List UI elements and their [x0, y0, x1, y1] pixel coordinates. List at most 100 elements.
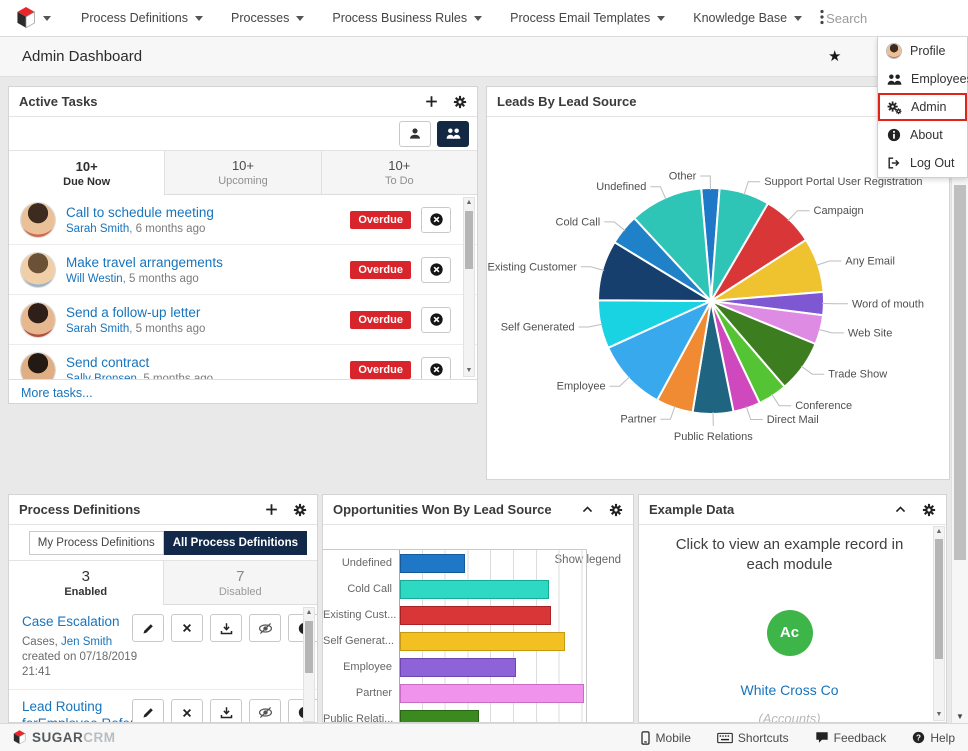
task-tab-to-do[interactable]: 10+ To Do [320, 151, 477, 195]
tab-count: 7 [236, 567, 245, 585]
bar-track [399, 602, 587, 628]
toggle-my-process-definitions[interactable]: My Process Definitions [28, 530, 164, 555]
bar-self-generat-[interactable] [400, 631, 566, 651]
bar-public-relati-[interactable] [400, 709, 480, 722]
example-data-panel: Example Data Click to view an example re… [638, 494, 947, 723]
more-tasks-link[interactable]: More tasks... [9, 379, 477, 406]
record-name-link[interactable]: White Cross Co [740, 681, 839, 698]
export-button[interactable] [210, 698, 242, 722]
page-scrollbar[interactable]: ▼ [951, 37, 968, 723]
gear-icon[interactable] [293, 503, 307, 517]
task-avatar [21, 352, 55, 379]
delete-button[interactable] [171, 698, 203, 722]
task-user-link[interactable]: Will Westin [66, 272, 123, 285]
nav-right: 0 [824, 2, 968, 35]
nav-menu-process-business-rules[interactable]: Process Business Rules [332, 11, 483, 25]
add-dashlet-icon[interactable] [265, 503, 278, 516]
scroll-up-icon[interactable]: ▲ [305, 609, 313, 616]
bar-cold-call[interactable] [400, 579, 549, 599]
export-button[interactable] [210, 614, 242, 642]
footer-link-mobile[interactable]: Mobile [640, 731, 691, 745]
gear-icon[interactable] [609, 503, 623, 517]
gear-icon[interactable] [453, 95, 467, 109]
pd-tab-enabled[interactable]: 3 Enabled [9, 561, 163, 605]
task-tab-upcoming[interactable]: 10+ Upcoming [164, 151, 321, 195]
dismiss-task-button[interactable] [421, 256, 451, 283]
scroll-up-icon[interactable]: ▲ [465, 199, 473, 206]
nav-menu-process-definitions[interactable]: Process Definitions [81, 11, 203, 25]
task-user-link[interactable]: Sally Bronsen [66, 372, 137, 380]
search-input[interactable] [824, 9, 949, 27]
nav-menu-knowledge-base[interactable]: Knowledge Base [693, 11, 803, 25]
pie-callout-label: Any Email [845, 256, 895, 268]
task-user-link[interactable]: Sarah Smith [66, 322, 130, 335]
task-list-scrollbar[interactable]: ▲ ▼ [463, 197, 475, 377]
dismiss-task-button[interactable] [421, 206, 451, 233]
hide-button[interactable] [249, 698, 281, 722]
tab-count: 10+ [75, 158, 98, 174]
leads-panel-header: Leads By Lead Source [487, 87, 949, 117]
overdue-badge: Overdue [350, 310, 411, 329]
hide-button[interactable] [249, 614, 281, 642]
user-menu-item-about[interactable]: About [878, 121, 967, 149]
chevron-down-icon [43, 15, 51, 21]
bar-employee[interactable] [400, 657, 517, 677]
bar-undefined[interactable] [400, 553, 466, 573]
edit-button[interactable] [132, 614, 164, 642]
my-tasks-toggle[interactable] [399, 120, 431, 147]
footer-link-shortcuts[interactable]: Shortcuts [717, 731, 789, 745]
nav-menu-label: Knowledge Base [693, 11, 788, 25]
active-tasks-title: Active Tasks [19, 94, 98, 109]
gear-icon[interactable] [922, 503, 936, 517]
scroll-down-icon[interactable]: ▼ [935, 711, 943, 718]
scroll-down-icon[interactable]: ▼ [956, 712, 964, 721]
user-menu-item-admin[interactable]: Admin [878, 93, 967, 121]
scroll-down-icon[interactable]: ▼ [465, 367, 473, 374]
scroll-up-icon[interactable]: ▲ [935, 528, 943, 535]
footer-link-feedback[interactable]: Feedback [815, 731, 886, 745]
example-data-scrollbar[interactable]: ▲ ▼ [933, 526, 945, 721]
task-user-link[interactable]: Sarah Smith [66, 222, 130, 235]
pd-tab-disabled[interactable]: 7 Disabled [162, 561, 317, 605]
logout-icon [887, 156, 901, 170]
chevron-down-icon [296, 15, 305, 21]
task-title-link[interactable]: Make travel arrangements [66, 254, 223, 270]
pie-callout-label: Cold Call [556, 216, 601, 228]
tasks-toolbar [9, 117, 477, 151]
user-menu-item-employees[interactable]: Employees [878, 65, 968, 93]
collapse-chevron-icon[interactable] [894, 503, 907, 516]
nav-menu-processes[interactable]: Processes [231, 11, 305, 25]
nav-menu-label: Processes [231, 11, 290, 25]
menu-item-label: Admin [911, 100, 947, 114]
process-name-link[interactable]: Lead Routing forEmployee Referrals [22, 698, 156, 722]
collapse-chevron-icon[interactable] [581, 503, 594, 516]
delete-button[interactable] [171, 614, 203, 642]
pd-list-scrollbar[interactable]: ▲ [303, 607, 315, 722]
pie-callout-label: Other [669, 171, 697, 183]
task-tab-due-now[interactable]: 10+ Due Now [9, 151, 165, 195]
dismiss-task-button[interactable] [421, 306, 451, 333]
favorite-star-icon[interactable]: ★ [828, 48, 842, 65]
task-title-link[interactable]: Send a follow-up letter [66, 304, 201, 320]
process-user-link[interactable]: Jen Smith [61, 635, 113, 648]
kebab-menu[interactable] [820, 9, 824, 28]
dismiss-task-button[interactable] [421, 356, 451, 379]
task-title-link[interactable]: Send contract [66, 354, 150, 370]
add-dashlet-icon[interactable] [425, 95, 438, 108]
task-title-link[interactable]: Call to schedule meeting [66, 204, 214, 220]
sugarcrm-brand[interactable]: SUGARCRM [13, 730, 116, 745]
nav-menu-process-email-templates[interactable]: Process Email Templates [510, 11, 666, 25]
user-menu-item-profile[interactable]: Profile [878, 37, 967, 65]
process-name-link[interactable]: Case Escalation [22, 614, 120, 629]
toggle-all-process-definitions[interactable]: All Process Definitions [163, 530, 307, 555]
record-avatar[interactable]: Ac [766, 609, 813, 656]
scrollbar-thumb[interactable] [954, 185, 966, 560]
edit-button[interactable] [132, 698, 164, 722]
all-tasks-toggle[interactable] [437, 120, 469, 147]
footer-link-help[interactable]: ? Help [912, 731, 955, 745]
app-logo[interactable] [8, 7, 59, 29]
bar-partner[interactable] [400, 683, 584, 703]
user-menu-item-log-out[interactable]: Log Out [878, 149, 967, 177]
task-list: Call to schedule meeting Sarah Smith, 6 m… [9, 195, 477, 379]
bar-existing-cust-[interactable] [400, 605, 552, 625]
